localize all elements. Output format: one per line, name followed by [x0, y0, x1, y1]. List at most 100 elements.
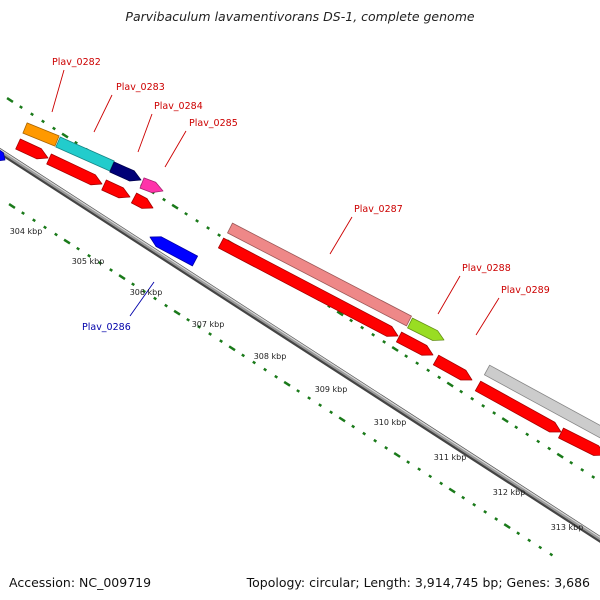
inner-tick-mark: [373, 438, 378, 443]
minus-strand-gene-arrow: [0, 149, 6, 162]
gene-label: Plav_0285: [189, 118, 238, 129]
outer-tick-mark: [206, 226, 211, 230]
inner-tick-mark: [274, 374, 279, 379]
inner-tick-mark: [228, 345, 236, 352]
backbone-body: [0, 148, 600, 541]
inner-tick-mark: [406, 460, 411, 464]
inner-tick-mark: [186, 317, 191, 322]
inner-tick-mark: [384, 445, 389, 450]
cds-arrow: [217, 237, 399, 337]
outer-tick-mark: [391, 346, 399, 352]
inner-tick-mark: [164, 303, 168, 308]
outer-tick-mark: [6, 97, 14, 103]
inner-tick-mark: [197, 325, 202, 329]
gene-plav_0289-arrow: [483, 364, 600, 439]
inner-tick-mark: [32, 218, 36, 223]
backbone-highlight: [0, 148, 600, 538]
inner-tick-mark: [318, 403, 323, 408]
outer-tick-mark: [61, 132, 69, 139]
inner-tick-mark: [527, 538, 532, 543]
outer-tick-mark: [30, 112, 34, 117]
inner-tick-mark: [516, 531, 521, 536]
gene-label: Plav_0286: [82, 322, 131, 333]
outer-tick-mark: [481, 404, 486, 408]
gene-plav_0285-arrow: [139, 177, 164, 194]
outer-tick-mark: [501, 417, 509, 424]
inner-tick-mark: [393, 452, 401, 458]
cds-arrow: [15, 138, 49, 160]
gene-label: Plav_0283: [116, 82, 165, 93]
outer-tick-mark: [470, 396, 475, 401]
inner-tick-mark: [483, 510, 488, 514]
inner-tick-mark: [263, 367, 268, 372]
scale-label: 307 kbp: [192, 320, 225, 329]
outer-tick-mark: [547, 446, 552, 451]
inner-tick-mark: [131, 282, 135, 287]
inner-tick-mark: [494, 517, 499, 521]
outer-tick-mark: [514, 425, 519, 430]
outer-tick-mark: [426, 368, 431, 373]
cds-arrow: [46, 153, 103, 186]
outer-tick-mark: [446, 381, 454, 388]
outer-tick-mark: [349, 318, 354, 323]
cds-arrow: [130, 192, 154, 209]
label-leader-line: [329, 216, 353, 255]
inner-tick-mark: [503, 523, 511, 530]
gene-plav_0287-arrow: [227, 222, 412, 327]
label-leader-line: [137, 113, 153, 153]
outer-tick-mark: [556, 452, 564, 459]
inner-tick-mark: [351, 424, 356, 429]
inner-tick-mark: [538, 545, 543, 550]
inner-tick-mark: [8, 203, 16, 209]
gene-plav_0286-arrow: [149, 236, 199, 267]
inner-tick-mark: [461, 495, 466, 500]
label-leader-line: [164, 130, 187, 168]
inner-tick-mark: [338, 416, 346, 423]
inner-tick-mark: [21, 211, 25, 215]
outer-tick-mark: [437, 375, 442, 380]
scale-label: 306 kbp: [130, 288, 163, 297]
gene-plav_0283-arrow: [55, 136, 115, 172]
outer-tick-mark: [52, 126, 56, 131]
cds-arrow: [395, 331, 434, 356]
inner-tick-mark: [417, 467, 422, 472]
inner-tick-mark: [208, 332, 213, 336]
scale-label: 313 kbp: [551, 523, 584, 532]
scale-label: 308 kbp: [254, 352, 287, 361]
outer-tick-mark: [162, 197, 166, 202]
inner-tick-mark: [173, 309, 181, 316]
inner-tick-mark: [307, 396, 312, 400]
outer-tick-mark: [360, 325, 365, 330]
inner-tick-mark: [283, 380, 291, 387]
map-title: Parvibaculum lavamentivorans DS-1, compl…: [125, 9, 475, 24]
inner-tick-mark: [76, 246, 80, 251]
label-leader-line: [475, 297, 500, 336]
outer-tick-mark: [569, 460, 574, 465]
cds-arrow: [101, 179, 131, 199]
outer-tick-mark: [536, 439, 541, 444]
inner-tick-mark: [219, 339, 224, 344]
inner-tick-mark: [241, 353, 246, 358]
label-leader-line: [437, 275, 461, 315]
outer-tick-mark: [525, 432, 530, 437]
inner-tick-mark: [87, 253, 91, 258]
outer-tick-mark: [195, 219, 200, 223]
label-leader-line: [51, 69, 65, 113]
scale-label: 309 kbp: [315, 385, 348, 394]
inner-tick-mark: [98, 261, 102, 265]
inner-tick-mark: [362, 431, 367, 436]
inner-tick-mark: [63, 238, 71, 245]
features: [0, 122, 600, 456]
inner-tick-mark: [142, 289, 146, 294]
inner-tick-mark: [54, 232, 58, 237]
label-lines: [51, 69, 500, 336]
gene-plav_0282-arrow: [22, 122, 60, 147]
outer-tick-mark: [336, 310, 344, 317]
outer-tick-mark: [492, 411, 497, 415]
outer-tick-mark: [404, 354, 409, 358]
inner-tick-mark: [153, 296, 157, 301]
scale-label: 311 kbp: [434, 453, 467, 462]
gene-plav_0284-arrow: [109, 161, 142, 182]
gene-label: Plav_0287: [354, 204, 403, 215]
